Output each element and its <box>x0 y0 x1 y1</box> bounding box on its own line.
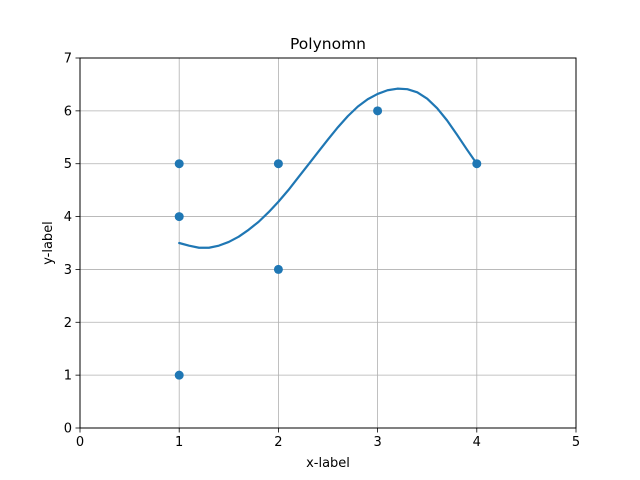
y-tick-label: 5 <box>64 157 72 172</box>
y-axis-label: y-label <box>41 221 56 265</box>
x-tick-label: 4 <box>473 435 481 450</box>
y-tick-label: 1 <box>64 369 72 384</box>
scatter-point <box>174 370 184 380</box>
fit-curve <box>178 87 478 249</box>
y-tick-label: 2 <box>64 316 72 331</box>
x-axis-label: x-label <box>306 456 350 471</box>
scatter-point <box>373 106 383 116</box>
scatter-points-layer <box>174 106 482 380</box>
x-tick-label: 1 <box>175 435 183 450</box>
scatter-point <box>273 159 283 169</box>
scatter-point <box>174 159 184 169</box>
x-tick-label: 3 <box>373 435 381 450</box>
scatter-point <box>174 212 184 222</box>
fit-curve-layer <box>178 87 478 249</box>
scatter-point <box>273 264 283 274</box>
y-tick-label: 4 <box>64 210 72 225</box>
y-tick-label: 0 <box>64 422 72 437</box>
y-tick-label: 7 <box>64 52 72 67</box>
scatter-point <box>472 159 482 169</box>
x-tick-label: 2 <box>274 435 282 450</box>
y-tick-label: 3 <box>64 263 72 278</box>
plot-frame <box>79 57 577 429</box>
x-tick-label: 0 <box>76 435 84 450</box>
x-tick-label: 5 <box>572 435 580 450</box>
axis-ticks: 0 1 2 3 4 5 0 1 2 3 4 5 6 7 <box>64 52 580 451</box>
y-tick-label: 6 <box>64 104 72 119</box>
chart-title: Polynomn <box>290 35 366 53</box>
